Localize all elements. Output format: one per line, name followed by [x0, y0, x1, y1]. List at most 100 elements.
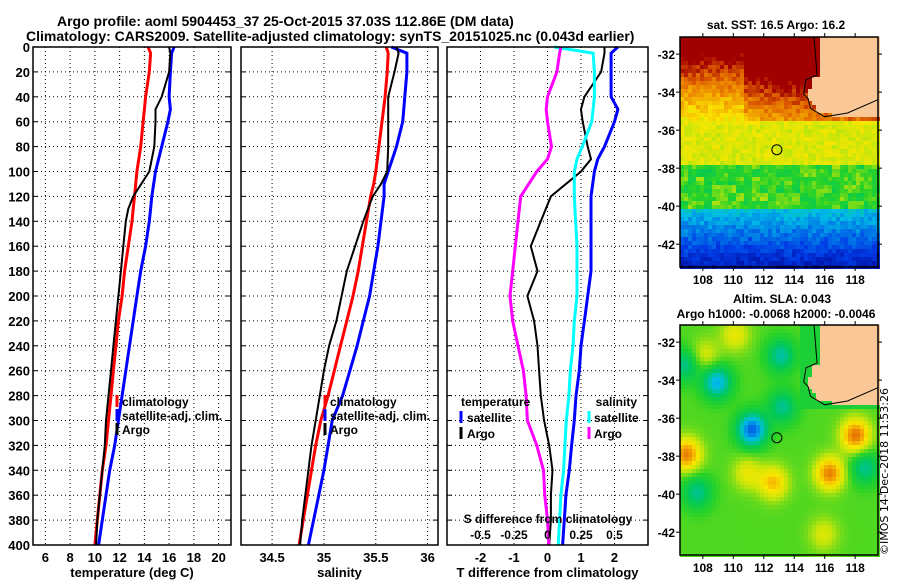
map-cell [812, 185, 816, 189]
map-cell [812, 153, 816, 157]
map-cell [716, 465, 720, 469]
map-cell [808, 225, 812, 229]
map-cell [796, 201, 800, 205]
map-cell [868, 205, 872, 209]
map-cell [868, 113, 872, 117]
map-cell [792, 253, 796, 257]
map-cell [764, 181, 768, 185]
map-cell [808, 69, 812, 73]
map-cell [748, 121, 752, 125]
map-cell [692, 169, 696, 173]
map-cell [856, 45, 860, 49]
map-cell [788, 381, 792, 385]
map-cell [828, 157, 832, 161]
map-cell [760, 197, 764, 201]
map-cell [724, 477, 728, 481]
map-cell [696, 85, 700, 89]
map-cell [756, 149, 760, 153]
map-cell [868, 93, 872, 97]
map-cell [692, 469, 696, 473]
map-cell [780, 65, 784, 69]
map-cell [740, 169, 744, 173]
x-tick-label: 16 [162, 550, 176, 565]
map-cell [704, 209, 708, 213]
map-cell [772, 65, 776, 69]
map-cell [760, 261, 764, 265]
map-cell [752, 545, 756, 549]
map-cell [776, 221, 780, 225]
map-cell [704, 173, 708, 177]
map-cell [792, 237, 796, 241]
map-cell [740, 533, 744, 537]
map-cell [696, 417, 700, 421]
map-cell [756, 65, 760, 69]
map-cell [728, 493, 732, 497]
map-cell [680, 213, 684, 217]
map-cell [724, 45, 728, 49]
map-cell [820, 205, 824, 209]
map-cell [712, 181, 716, 185]
map-cell [728, 61, 732, 65]
x-tick-label: 12 [112, 550, 126, 565]
map-cell [736, 181, 740, 185]
map-cell [720, 185, 724, 189]
map-cell [780, 325, 784, 329]
map-cell [732, 177, 736, 181]
map-cell [840, 81, 844, 85]
map-cell [780, 521, 784, 525]
map-cell [772, 77, 776, 81]
map-cell [752, 81, 756, 85]
map-cell [752, 117, 756, 121]
map-cell [764, 477, 768, 481]
map-cell [792, 201, 796, 205]
map-cell [716, 441, 720, 445]
map-cell [756, 185, 760, 189]
map-cell [820, 201, 824, 205]
map-cell [812, 213, 816, 217]
map-cell [708, 425, 712, 429]
map-cell [680, 329, 684, 333]
map-cell [728, 537, 732, 541]
map-cell [720, 61, 724, 65]
map-cell [756, 173, 760, 177]
map-cell [776, 249, 780, 253]
map-cell [832, 37, 836, 41]
map-cell [704, 393, 708, 397]
map-cell [852, 149, 856, 153]
map-cell [776, 429, 780, 433]
map-cell [720, 501, 724, 505]
map-cell [748, 541, 752, 545]
map-cell [716, 409, 720, 413]
map-cell [796, 233, 800, 237]
map-cell [704, 53, 708, 57]
map-cell [816, 153, 820, 157]
map-cell [692, 257, 696, 261]
map-cell [848, 129, 852, 133]
map-cell [768, 177, 772, 181]
map-cell [700, 433, 704, 437]
map-cell [800, 213, 804, 217]
map-cell [772, 345, 776, 349]
map-cell [680, 133, 684, 137]
map-cell [720, 261, 724, 265]
map-cell [860, 41, 864, 45]
map-cell [796, 513, 800, 517]
map-cell [744, 373, 748, 377]
map-cell [784, 445, 788, 449]
map-cell [800, 137, 804, 141]
map-cell [836, 233, 840, 237]
map-cell [712, 505, 716, 509]
map-cell [844, 157, 848, 161]
map-cell [732, 37, 736, 41]
map-cell [712, 381, 716, 385]
map-cell [748, 461, 752, 465]
map-cell [744, 93, 748, 97]
map-cell [740, 529, 744, 533]
map-cell [688, 205, 692, 209]
map-cell [772, 405, 776, 409]
map-cell [708, 457, 712, 461]
map-cell [708, 473, 712, 477]
map-cell [816, 169, 820, 173]
map-cell [724, 457, 728, 461]
map-cell [736, 157, 740, 161]
